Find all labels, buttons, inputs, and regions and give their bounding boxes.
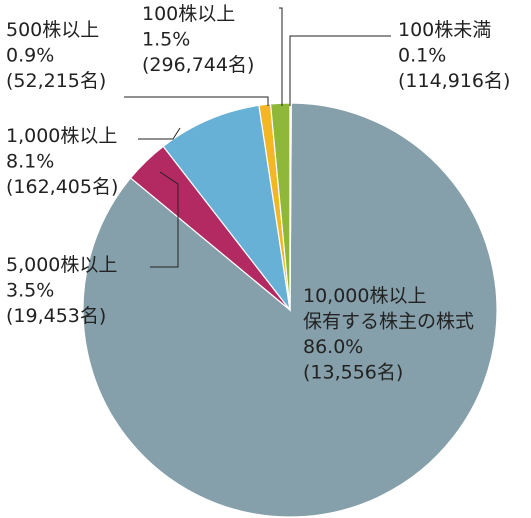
label-line: 1.5% <box>142 29 190 51</box>
label-line: 86.0% <box>303 336 363 358</box>
label-line: 5,000株以上 <box>6 254 117 276</box>
label-line: 保有する株主の株式 <box>303 311 474 333</box>
label-line: (13,556名) <box>303 362 403 384</box>
label-under-100: 100株未満 0.1% (114,916名) <box>398 19 510 92</box>
slice-labels: 10,000株以上保有する株主の株式 86.0% (13,556名) 5,000株以上… <box>6 3 510 384</box>
label-line: 0.1% <box>398 45 446 67</box>
label-line: 500株以上 <box>6 19 99 41</box>
slice-10000-plus <box>82 102 498 518</box>
leader-line <box>124 96 269 106</box>
label-line: (52,215名) <box>6 70 106 92</box>
label-line: 0.9% <box>6 45 54 67</box>
label-line: 100株以上 <box>142 3 235 25</box>
leader-line <box>138 127 181 140</box>
label-line: (114,916名) <box>398 70 510 92</box>
label-5000-plus: 5,000株以上 3.5% (19,453名) <box>6 254 117 327</box>
label-line: (19,453名) <box>6 305 106 327</box>
label-100-plus: 100株以上 1.5% (296,744名) <box>142 3 254 76</box>
label-500-plus: 500株以上 0.9% (52,215名) <box>6 19 106 92</box>
label-line: 8.1% <box>6 151 54 173</box>
label-line: 10,000株以上 <box>303 285 426 307</box>
slice-1000-plus <box>162 104 291 313</box>
label-line: (296,744名) <box>142 54 254 76</box>
pie-slices <box>82 102 498 518</box>
leader-line <box>289 35 391 106</box>
leader-lines <box>124 7 391 268</box>
leader-line <box>150 171 179 268</box>
label-line: (162,405名) <box>6 176 118 198</box>
label-10000-plus: 10,000株以上保有する株主の株式 86.0% (13,556名) <box>303 285 474 384</box>
leader-line <box>279 7 283 106</box>
label-line: 100株未満 <box>398 19 491 41</box>
label-line: 3.5% <box>6 280 54 302</box>
label-1000-plus: 1,000株以上 8.1% (162,405名) <box>6 125 118 198</box>
label-line: 1,000株以上 <box>6 125 117 147</box>
